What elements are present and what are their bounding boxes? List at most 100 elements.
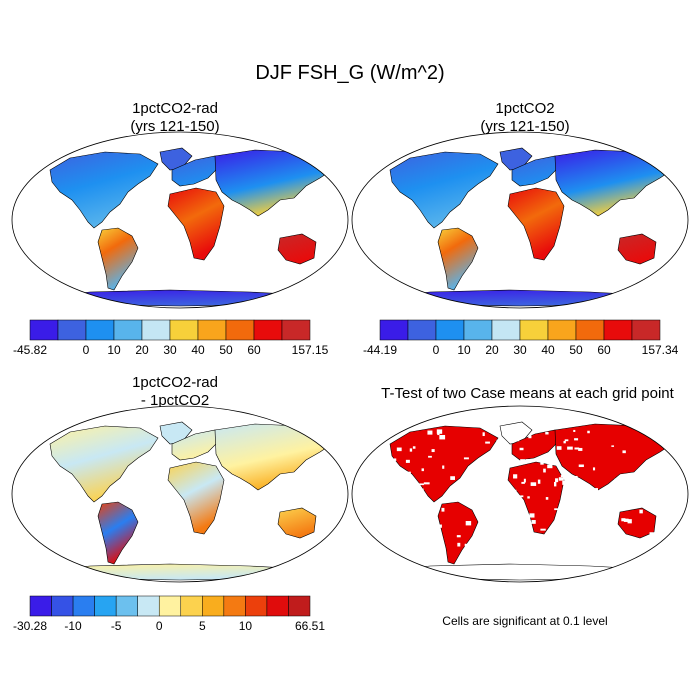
colorbar-tick-label: 50: [569, 343, 583, 357]
nonsignificant-cell: [407, 471, 411, 475]
nonsignificant-cell: [437, 524, 442, 528]
nonsignificant-cell: [498, 458, 502, 464]
colorbar-swatch: [435, 319, 465, 341]
land-southAmerica: [97, 227, 139, 291]
land-southAmerica: [437, 227, 479, 291]
nonsignificant-cell: [567, 476, 573, 479]
land-australia: [617, 233, 657, 265]
colorbar-tick-label: 10: [239, 619, 253, 633]
land-australia: [617, 507, 657, 539]
nonsignificant-cell: [474, 475, 481, 479]
land-antarctica: [36, 289, 323, 307]
panel-a-colorbar: -45.82 0 10 20 30 40 50 60 157.15: [13, 319, 329, 357]
nonsignificant-cell: [486, 513, 491, 518]
colorbar-tick-label: 40: [541, 343, 555, 357]
nonsignificant-cell: [622, 450, 626, 454]
nonsignificant-cell: [573, 429, 576, 432]
nonsignificant-cell: [427, 515, 432, 521]
nonsignificant-cell: [428, 455, 432, 458]
colorbar-tick-label: -45.82: [13, 343, 47, 357]
nonsignificant-cell: [457, 491, 463, 494]
nonsignificant-cell: [523, 478, 526, 483]
land-northAmerica: [49, 425, 159, 503]
panel-b-map: [351, 131, 689, 309]
colorbar-tick-label: -10: [64, 619, 82, 633]
panel-b-title-line2: (yrs 121-150): [480, 118, 570, 135]
colorbar-swatch: [113, 319, 143, 341]
colorbar-tick-label: -44.19: [363, 343, 397, 357]
nonsignificant-cell: [608, 512, 612, 516]
colorbar-tick-label: 10: [107, 343, 121, 357]
nonsignificant-cell: [611, 445, 615, 447]
nonsignificant-cell: [567, 446, 573, 450]
nonsignificant-cell: [419, 488, 424, 491]
nonsignificant-cell: [658, 490, 661, 494]
land-northAmerica: [389, 151, 499, 229]
nonsignificant-cell: [457, 542, 461, 547]
nonsignificant-cell: [660, 524, 667, 528]
nonsignificant-cell: [542, 547, 548, 552]
colorbar-swatch: [85, 319, 115, 341]
nonsignificant-cell: [547, 464, 553, 469]
nonsignificant-cell: [556, 446, 562, 450]
nonsignificant-cell: [578, 464, 584, 468]
nonsignificant-cell: [592, 467, 596, 471]
panel-a-title: 1pctCO2-rad (yrs 121-150): [10, 100, 340, 136]
nonsignificant-cell: [453, 496, 458, 499]
nonsignificant-cell: [437, 547, 442, 550]
nonsignificant-cell: [555, 478, 559, 483]
nonsignificant-cell: [395, 466, 400, 468]
nonsignificant-cell: [398, 496, 404, 501]
nonsignificant-cell: [495, 539, 501, 544]
nonsignificant-cell: [540, 462, 544, 465]
significance-note: Cells are significant at 0.1 level: [442, 614, 608, 628]
nonsignificant-cell: [640, 497, 643, 500]
colorbar-swatch: [29, 319, 59, 341]
nonsignificant-cell: [638, 470, 642, 473]
nonsignificant-cell: [510, 513, 516, 515]
nonsignificant-cell: [427, 430, 433, 435]
nonsignificant-cell: [512, 529, 517, 533]
panel-a-title-line2: (yrs 121-150): [130, 118, 220, 135]
nonsignificant-cell: [623, 518, 629, 522]
nonsignificant-cell: [418, 483, 424, 486]
colorbar-swatch: [379, 319, 409, 341]
nonsignificant-cell: [507, 495, 513, 498]
nonsignificant-cell: [560, 475, 564, 478]
colorbar-tick-label: 40: [191, 343, 205, 357]
panel-b-title: 1pctCO2 (yrs 121-150): [360, 100, 690, 136]
nonsignificant-cell: [517, 495, 524, 498]
colorbar-tick-label: 0: [433, 343, 440, 357]
nonsignificant-cell: [481, 490, 485, 494]
land-antarctica: [376, 563, 663, 581]
land-southAmerica: [437, 501, 479, 565]
panel-c-title: 1pctCO2-rad - 1pctCO2: [10, 374, 340, 410]
colorbar-swatch: [547, 319, 577, 341]
nonsignificant-cell: [520, 459, 526, 462]
nonsignificant-cell: [649, 532, 655, 536]
colorbar-swatch: [51, 595, 74, 617]
colorbar-swatch: [57, 319, 87, 341]
nonsignificant-cell: [537, 542, 541, 545]
nonsignificant-cell: [558, 477, 564, 481]
nonsignificant-cell: [614, 478, 618, 481]
panel-b-colorbar: -44.19 0 10 20 30 40 50 60 157.34: [363, 319, 679, 357]
land-europe: [511, 155, 561, 187]
nonsignificant-cell: [490, 459, 494, 462]
nonsignificant-cell: [531, 520, 536, 524]
colorbar-swatch: [631, 319, 661, 341]
nonsignificant-cell: [587, 430, 590, 434]
nonsignificant-cell: [621, 518, 626, 522]
nonsignificant-cell: [464, 543, 467, 547]
colorbar-tick-label: 60: [247, 343, 261, 357]
nonsignificant-cell: [655, 465, 662, 469]
colorbar-tick-label: 30: [513, 343, 527, 357]
nonsignificant-cell: [574, 447, 580, 450]
colorbar-swatch: [223, 595, 246, 617]
nonsignificant-cell: [403, 478, 409, 482]
nonsignificant-cell: [537, 479, 541, 484]
colorbar-tick-label: 157.15: [292, 343, 329, 357]
colorbar-tick-label: -5: [111, 619, 122, 633]
map-outline: [351, 405, 689, 583]
nonsignificant-cell: [409, 448, 413, 452]
